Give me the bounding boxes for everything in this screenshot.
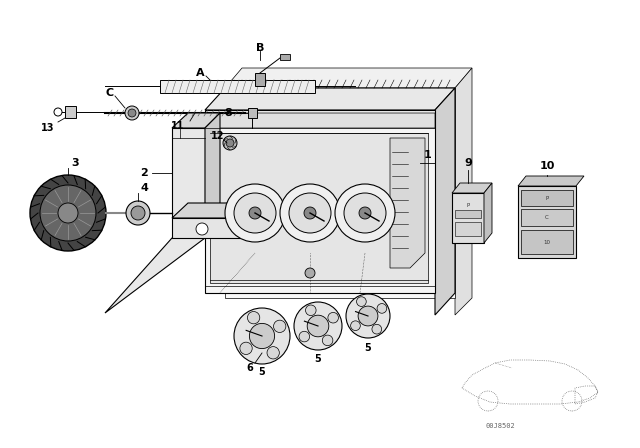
Text: 2: 2 xyxy=(140,168,148,178)
Circle shape xyxy=(299,331,310,342)
Circle shape xyxy=(128,109,136,117)
Text: 5: 5 xyxy=(259,367,266,377)
Circle shape xyxy=(346,294,390,338)
Circle shape xyxy=(226,139,234,147)
Circle shape xyxy=(377,304,387,313)
Bar xyxy=(521,190,573,206)
Polygon shape xyxy=(160,80,315,93)
Polygon shape xyxy=(210,133,428,283)
Polygon shape xyxy=(452,183,492,193)
Bar xyxy=(521,209,573,226)
Polygon shape xyxy=(172,113,220,128)
Circle shape xyxy=(54,108,62,116)
Bar xyxy=(248,108,257,118)
Circle shape xyxy=(267,347,279,359)
Circle shape xyxy=(234,308,290,364)
Circle shape xyxy=(196,223,208,235)
Text: 4: 4 xyxy=(140,183,148,193)
Text: 1: 1 xyxy=(424,150,432,160)
Text: 12: 12 xyxy=(211,131,225,141)
Polygon shape xyxy=(518,176,584,186)
Text: 5: 5 xyxy=(315,354,321,364)
Polygon shape xyxy=(225,68,472,88)
Polygon shape xyxy=(205,110,435,293)
Circle shape xyxy=(323,335,333,346)
Circle shape xyxy=(294,302,342,350)
Text: P: P xyxy=(545,195,548,201)
Bar xyxy=(455,210,481,218)
Text: 13: 13 xyxy=(41,123,55,133)
Circle shape xyxy=(250,323,275,349)
Text: C: C xyxy=(545,215,549,220)
Polygon shape xyxy=(390,138,425,268)
Text: B: B xyxy=(256,43,264,53)
Circle shape xyxy=(273,320,286,332)
Text: 6: 6 xyxy=(246,363,253,373)
Polygon shape xyxy=(484,183,492,243)
Bar xyxy=(518,186,576,258)
Bar xyxy=(521,230,573,254)
Ellipse shape xyxy=(280,184,340,242)
Ellipse shape xyxy=(344,193,386,233)
Text: 11: 11 xyxy=(172,121,185,131)
Polygon shape xyxy=(172,203,255,218)
Ellipse shape xyxy=(234,193,276,233)
Bar xyxy=(65,106,76,118)
Circle shape xyxy=(307,315,329,337)
Ellipse shape xyxy=(335,184,395,242)
Bar xyxy=(255,73,265,86)
Text: 10: 10 xyxy=(543,240,550,245)
Polygon shape xyxy=(205,113,220,218)
Circle shape xyxy=(249,207,261,219)
Circle shape xyxy=(372,324,381,334)
Circle shape xyxy=(305,268,315,278)
Text: C: C xyxy=(106,88,114,98)
Polygon shape xyxy=(172,128,205,218)
Circle shape xyxy=(240,342,252,354)
Circle shape xyxy=(359,207,371,219)
Polygon shape xyxy=(172,218,240,238)
Circle shape xyxy=(223,136,237,150)
Ellipse shape xyxy=(225,184,285,242)
Text: 9: 9 xyxy=(464,158,472,168)
Circle shape xyxy=(305,305,316,315)
Polygon shape xyxy=(205,88,455,110)
Circle shape xyxy=(125,106,139,120)
Circle shape xyxy=(351,321,360,331)
Bar xyxy=(455,222,481,236)
Circle shape xyxy=(126,201,150,225)
Polygon shape xyxy=(455,68,472,315)
Circle shape xyxy=(40,185,96,241)
Circle shape xyxy=(248,311,260,324)
Circle shape xyxy=(328,312,339,323)
Circle shape xyxy=(58,203,78,223)
Circle shape xyxy=(358,306,378,326)
Text: 3: 3 xyxy=(71,158,79,168)
Polygon shape xyxy=(225,88,455,298)
Text: P: P xyxy=(467,202,470,207)
Polygon shape xyxy=(105,238,205,313)
Ellipse shape xyxy=(289,193,331,233)
Circle shape xyxy=(30,175,106,251)
Circle shape xyxy=(356,297,366,306)
Text: 8: 8 xyxy=(224,108,232,118)
Polygon shape xyxy=(205,113,435,128)
Text: A: A xyxy=(196,68,204,78)
Text: 10: 10 xyxy=(540,161,555,171)
Text: 00J8502: 00J8502 xyxy=(485,423,515,429)
Circle shape xyxy=(131,206,145,220)
Polygon shape xyxy=(435,88,455,315)
Bar xyxy=(280,54,290,60)
Bar xyxy=(452,193,484,243)
Circle shape xyxy=(304,207,316,219)
Text: 5: 5 xyxy=(365,343,371,353)
